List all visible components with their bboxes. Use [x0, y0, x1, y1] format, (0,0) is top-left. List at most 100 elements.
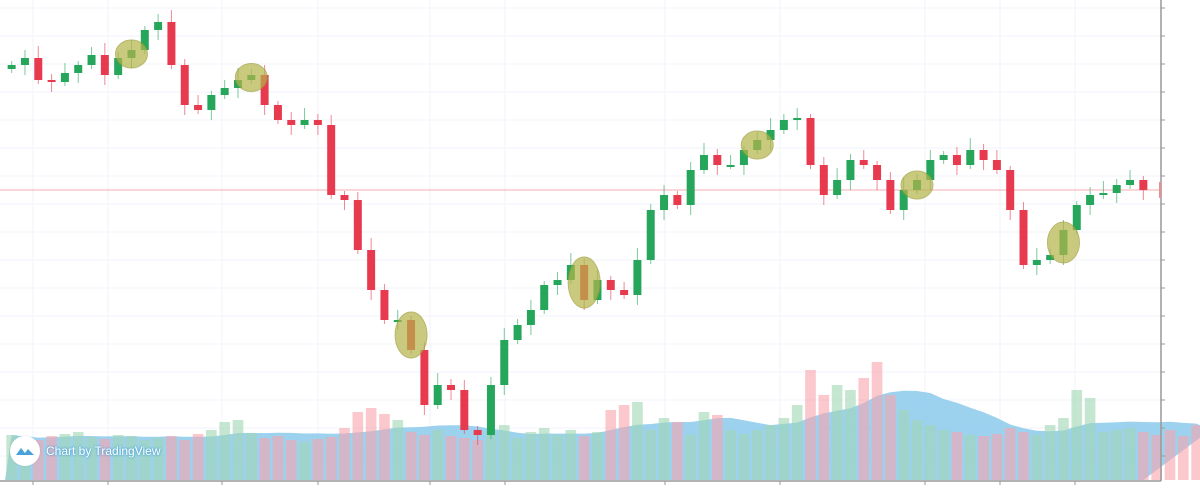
volume-bar: [459, 438, 470, 480]
candle-body: [819, 165, 828, 195]
volume-bar: [285, 440, 297, 480]
volume-bar: [472, 440, 483, 480]
candle-body: [1112, 185, 1121, 193]
volume-bar: [791, 405, 803, 480]
candle-body: [1046, 255, 1055, 260]
candle-body: [660, 195, 669, 210]
candle-body: [540, 285, 549, 310]
candle-body: [74, 65, 83, 73]
volume-bar: [126, 436, 137, 480]
volume-bar: [964, 435, 976, 480]
candle-body: [420, 350, 429, 405]
volume-bar: [179, 440, 191, 480]
volume-bar: [46, 436, 57, 480]
candle-body: [313, 120, 322, 125]
volume-bar: [805, 370, 816, 480]
volume-bar: [552, 435, 563, 480]
candle-body: [1139, 180, 1148, 190]
candle-body: [433, 385, 442, 405]
volume-bar: [978, 436, 989, 480]
candle-body: [1099, 193, 1108, 195]
candle-body: [939, 155, 948, 160]
volume-bar: [72, 432, 84, 480]
volume-bar: [1191, 425, 1200, 480]
volume-bar: [1004, 428, 1016, 480]
candle-body: [726, 165, 735, 167]
volume-bar: [432, 430, 444, 480]
volume-bar: [738, 434, 750, 480]
volume-bar: [1124, 428, 1136, 480]
candle-body: [513, 325, 522, 340]
volume-bar: [445, 436, 457, 480]
candle-body: [1006, 170, 1015, 210]
tradingview-watermark[interactable]: Chart by TradingView: [10, 436, 161, 466]
volume-bar: [658, 418, 670, 480]
volume-bar: [765, 425, 776, 480]
volume-bar: [1044, 425, 1056, 480]
volume-bar: [672, 422, 683, 480]
candle-body: [952, 155, 961, 165]
volume-bar: [685, 435, 696, 480]
volume-bar: [951, 432, 963, 480]
volume-bar: [605, 410, 617, 480]
highlight-marker: [114, 39, 148, 69]
candle-body: [553, 280, 562, 285]
volume-bar: [1058, 418, 1069, 480]
candle-body: [739, 150, 748, 165]
candle-body: [47, 80, 56, 82]
candle-body: [1072, 205, 1081, 230]
candle-body: [300, 120, 309, 125]
volume-bar: [778, 418, 790, 480]
volume-bar: [858, 378, 870, 480]
candle-body: [979, 150, 988, 160]
candle-body: [633, 260, 642, 295]
candle-body: [180, 65, 189, 105]
volume-bar: [59, 434, 71, 480]
volume-bar: [1138, 432, 1149, 480]
volume-bar: [845, 390, 856, 480]
volume-bar: [1177, 436, 1189, 480]
volume-bar: [525, 432, 537, 480]
highlight-marker: [1046, 221, 1080, 264]
candle-body: [766, 130, 775, 140]
candle-body: [699, 155, 708, 170]
candle-body: [207, 95, 216, 110]
volume-bar: [485, 434, 497, 480]
volume-bar: [618, 405, 630, 480]
volume-bar: [751, 430, 763, 480]
candle-body: [87, 55, 96, 65]
volume-bar: [898, 410, 910, 480]
volume-bar: [166, 436, 177, 480]
candle-body: [114, 58, 123, 75]
volume-bar: [272, 436, 284, 480]
candle-body: [367, 250, 376, 290]
candle-body: [992, 160, 1001, 170]
volume-bar: [871, 362, 883, 480]
candle-body: [1032, 260, 1041, 265]
candle-body: [393, 320, 402, 322]
candle-body: [194, 105, 203, 110]
candle-body: [60, 73, 69, 82]
volume-bar: [312, 439, 324, 480]
candle-body: [167, 22, 176, 65]
volume-bar: [339, 428, 350, 480]
candle-body: [859, 160, 868, 165]
candle-body: [20, 58, 29, 65]
candle-body: [926, 160, 935, 180]
volume-bar: [645, 430, 657, 480]
candle-body: [846, 160, 855, 180]
volume-bar: [192, 434, 204, 480]
volume-bar: [139, 440, 151, 480]
volume-bar: [578, 436, 590, 480]
candle-body: [486, 385, 495, 435]
volume-bar: [725, 430, 736, 480]
volume-bar: [299, 442, 310, 480]
volume-bar: [112, 435, 124, 480]
candle-body: [447, 385, 456, 390]
volume-bar: [152, 438, 164, 480]
candle-body: [713, 155, 722, 165]
volume-bar: [1031, 435, 1043, 480]
candle-body: [7, 65, 16, 69]
